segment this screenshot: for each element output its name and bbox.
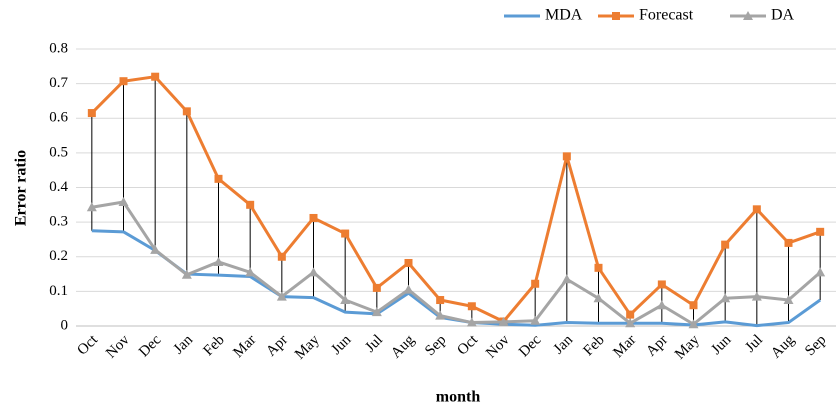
data-point <box>751 291 762 301</box>
data-point <box>119 77 128 86</box>
data-point <box>371 307 382 317</box>
legend-label: Forecast <box>639 7 694 24</box>
y-tick-label: 0.4 <box>49 179 68 195</box>
data-point <box>245 267 256 277</box>
data-point <box>594 263 603 272</box>
data-point <box>498 316 509 326</box>
data-point <box>182 107 191 116</box>
y-tick-label: 0.7 <box>49 75 68 91</box>
x-tick-label: Jun <box>708 332 734 358</box>
series-line <box>91 200 822 326</box>
data-point <box>467 302 476 311</box>
data-point <box>214 174 223 183</box>
x-tick-label: Mar <box>230 332 259 361</box>
x-tick-label: Jul <box>362 332 386 356</box>
data-point <box>213 256 224 266</box>
data-point <box>721 240 730 249</box>
data-point <box>815 267 826 277</box>
legend-label: MDA <box>545 7 583 24</box>
y-tick-label: 0 <box>61 317 69 333</box>
data-point <box>530 315 541 325</box>
x-tick-label: Apr <box>263 332 291 360</box>
x-tick-label: Sep <box>802 332 829 359</box>
data-point <box>118 197 129 207</box>
data-point <box>151 72 160 81</box>
legend-marker <box>612 12 620 20</box>
legend-label: DA <box>771 7 795 24</box>
data-point <box>404 258 413 267</box>
y-tick-label: 0.1 <box>49 283 68 299</box>
data-point <box>816 227 825 236</box>
x-tick-label: Feb <box>581 332 608 359</box>
data-point <box>86 202 97 212</box>
data-point <box>562 152 571 161</box>
y-tick-label: 0.6 <box>49 110 68 126</box>
x-tick-label: Apr <box>643 332 671 360</box>
x-tick-label: May <box>292 332 323 363</box>
data-point <box>372 283 381 292</box>
y-axis-title: Error ratio <box>13 150 30 226</box>
data-point <box>466 317 477 327</box>
x-tick-label: Oct <box>454 331 481 358</box>
data-point <box>656 300 667 310</box>
data-point <box>341 229 350 238</box>
data-point <box>625 318 636 328</box>
data-point <box>308 267 319 277</box>
x-tick-label: Jan <box>551 332 577 358</box>
data-point <box>181 269 192 279</box>
data-point <box>246 200 255 209</box>
x-tick-label: Nov <box>483 332 513 362</box>
data-point <box>784 238 793 247</box>
data-point <box>752 205 761 214</box>
x-tick-label: Dec <box>136 332 165 361</box>
x-tick-label: Mar <box>610 332 639 361</box>
y-tick-label: 0.2 <box>49 248 68 264</box>
data-point <box>276 291 287 301</box>
data-point <box>720 293 731 303</box>
data-point <box>403 284 414 294</box>
x-tick-label: May <box>672 332 703 363</box>
x-tick-label: Aug <box>768 332 798 362</box>
data-point <box>435 310 446 320</box>
x-axis-title: month <box>436 389 481 406</box>
data-point <box>277 252 286 261</box>
data-point <box>340 295 351 305</box>
x-tick-label: Sep <box>422 332 449 359</box>
x-tick-label: Feb <box>201 332 228 359</box>
data-point <box>783 295 794 305</box>
x-tick-label: Jan <box>171 332 197 358</box>
y-tick-label: 0.3 <box>49 214 68 230</box>
x-tick-label: Oct <box>74 331 101 358</box>
data-point <box>657 280 666 289</box>
data-point <box>150 244 161 254</box>
data-point <box>309 213 318 222</box>
x-tick-label: Dec <box>516 332 545 361</box>
data-point <box>436 296 445 305</box>
x-tick-label: Nov <box>103 332 133 362</box>
data-point <box>689 301 698 310</box>
data-point <box>688 319 699 329</box>
data-point <box>87 109 96 118</box>
legend-marker <box>743 11 753 20</box>
x-tick-label: Jun <box>328 332 354 358</box>
data-point <box>626 310 635 319</box>
x-tick-label: Aug <box>388 332 418 362</box>
y-tick-label: 0.8 <box>49 40 68 56</box>
data-point <box>561 274 572 284</box>
y-tick-label: 0.5 <box>49 144 68 160</box>
data-point <box>531 279 540 288</box>
series-line <box>90 75 821 323</box>
x-tick-label: Jul <box>742 332 766 356</box>
data-point <box>593 293 604 303</box>
